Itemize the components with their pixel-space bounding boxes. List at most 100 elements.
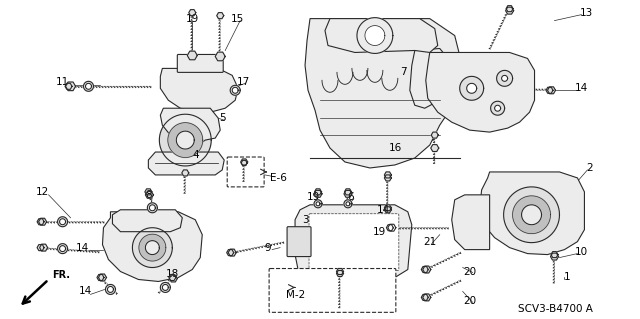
Text: 14: 14 — [76, 243, 89, 253]
Polygon shape — [365, 26, 385, 46]
FancyBboxPatch shape — [227, 157, 264, 187]
Text: 14: 14 — [377, 205, 390, 215]
Polygon shape — [431, 145, 439, 152]
Polygon shape — [60, 246, 65, 252]
Polygon shape — [316, 202, 320, 206]
FancyBboxPatch shape — [269, 269, 396, 312]
Polygon shape — [385, 175, 391, 181]
Polygon shape — [113, 210, 182, 232]
Polygon shape — [86, 83, 92, 89]
Text: SCV3-B4700 A: SCV3-B4700 A — [518, 304, 593, 314]
Text: 6: 6 — [348, 192, 355, 202]
Polygon shape — [423, 266, 431, 273]
Text: 11: 11 — [56, 77, 69, 87]
Polygon shape — [387, 225, 394, 231]
Polygon shape — [145, 189, 152, 195]
Polygon shape — [295, 205, 412, 278]
Text: 1: 1 — [564, 272, 571, 283]
Polygon shape — [344, 189, 351, 195]
FancyBboxPatch shape — [309, 214, 399, 271]
Polygon shape — [305, 19, 460, 168]
Polygon shape — [232, 87, 238, 93]
Polygon shape — [84, 81, 93, 91]
Text: 3: 3 — [301, 215, 308, 225]
Polygon shape — [169, 274, 176, 280]
Polygon shape — [65, 83, 72, 89]
Polygon shape — [106, 285, 115, 294]
Polygon shape — [228, 249, 236, 256]
Polygon shape — [467, 83, 477, 93]
Polygon shape — [547, 87, 556, 94]
Polygon shape — [346, 202, 350, 206]
Text: 14: 14 — [575, 83, 588, 93]
Polygon shape — [513, 196, 550, 234]
Polygon shape — [145, 241, 159, 255]
Text: 5: 5 — [219, 113, 225, 123]
Polygon shape — [337, 269, 344, 275]
Polygon shape — [550, 253, 559, 260]
Polygon shape — [506, 7, 513, 14]
Text: 12: 12 — [36, 187, 49, 197]
Polygon shape — [344, 200, 352, 208]
Polygon shape — [170, 275, 177, 282]
Polygon shape — [188, 51, 197, 60]
Polygon shape — [37, 245, 44, 251]
Polygon shape — [314, 200, 322, 208]
Text: 13: 13 — [580, 8, 593, 18]
Polygon shape — [325, 19, 438, 52]
Text: 20: 20 — [463, 296, 476, 306]
Polygon shape — [497, 70, 513, 86]
Text: 20: 20 — [463, 266, 476, 277]
Polygon shape — [217, 13, 224, 19]
Text: M-2: M-2 — [287, 290, 306, 300]
Polygon shape — [241, 160, 247, 166]
Polygon shape — [58, 244, 68, 254]
Polygon shape — [426, 52, 534, 132]
Polygon shape — [506, 6, 513, 12]
Polygon shape — [423, 294, 431, 301]
Polygon shape — [337, 271, 344, 277]
Polygon shape — [168, 123, 203, 158]
Polygon shape — [189, 10, 196, 16]
Polygon shape — [108, 286, 113, 293]
Text: 17: 17 — [237, 77, 250, 87]
Polygon shape — [161, 282, 170, 293]
Polygon shape — [385, 205, 391, 211]
Polygon shape — [495, 105, 500, 111]
Polygon shape — [163, 285, 168, 290]
Polygon shape — [388, 224, 396, 231]
Polygon shape — [147, 203, 157, 213]
Polygon shape — [145, 191, 154, 198]
Polygon shape — [215, 52, 225, 61]
Text: 7: 7 — [401, 67, 407, 78]
Polygon shape — [65, 82, 76, 91]
Polygon shape — [357, 18, 393, 54]
Polygon shape — [241, 159, 248, 165]
Polygon shape — [410, 48, 450, 108]
Polygon shape — [385, 172, 391, 178]
Polygon shape — [148, 152, 224, 175]
Text: 16: 16 — [389, 143, 403, 153]
Polygon shape — [58, 217, 68, 227]
Polygon shape — [314, 190, 322, 197]
Polygon shape — [431, 132, 438, 138]
Polygon shape — [182, 170, 189, 176]
Polygon shape — [344, 190, 352, 197]
Polygon shape — [504, 187, 559, 243]
Polygon shape — [177, 131, 195, 149]
Polygon shape — [139, 234, 166, 261]
Polygon shape — [551, 252, 558, 258]
Text: 9: 9 — [265, 243, 271, 253]
Text: 8: 8 — [145, 190, 152, 200]
Polygon shape — [102, 212, 202, 281]
Polygon shape — [60, 219, 65, 225]
Polygon shape — [522, 205, 541, 225]
Text: 10: 10 — [575, 247, 588, 256]
Polygon shape — [38, 218, 47, 225]
Polygon shape — [161, 68, 238, 112]
Polygon shape — [149, 205, 156, 211]
Polygon shape — [230, 85, 240, 95]
Polygon shape — [97, 274, 104, 280]
Polygon shape — [385, 207, 391, 213]
Text: 19: 19 — [307, 192, 319, 202]
